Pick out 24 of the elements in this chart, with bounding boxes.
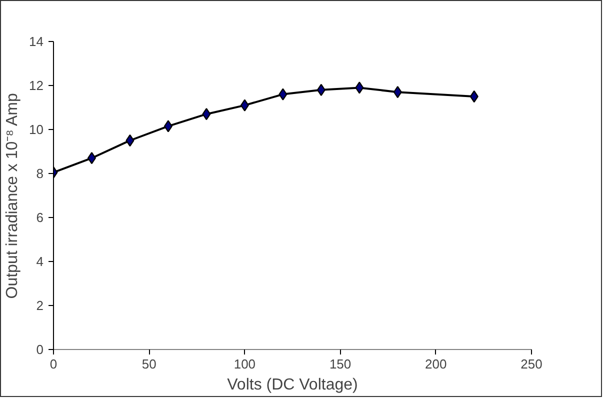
point: [316, 84, 326, 96]
x-tick-label: 50: [142, 356, 156, 372]
point: [87, 152, 96, 164]
point: [278, 88, 288, 100]
point: [240, 99, 249, 112]
y-tick-label: 14: [29, 34, 44, 49]
x-tick-label: 0: [50, 356, 58, 372]
y-tick-label: 8: [36, 166, 44, 181]
y-tick-label: 0: [36, 342, 44, 357]
point: [164, 120, 172, 132]
x-axis-title: Volts (DC Voltage): [227, 376, 358, 394]
y-tick-label: 4: [36, 254, 44, 269]
point: [202, 108, 211, 120]
y-tick-label: 12: [29, 78, 44, 93]
y-tick-label: 6: [36, 210, 44, 225]
y-tick-label: 10: [29, 122, 44, 137]
y-tick-label: 2: [36, 298, 44, 313]
y-axis-title: Output irradiance x 10⁻⁸ Amp: [4, 93, 22, 299]
x-tick-label: 100: [234, 356, 256, 372]
point: [393, 86, 402, 98]
x-tick-label: 200: [425, 356, 447, 372]
x-tick-label: 250: [520, 356, 542, 372]
x-tick-label: 150: [329, 356, 352, 372]
point: [355, 82, 364, 94]
